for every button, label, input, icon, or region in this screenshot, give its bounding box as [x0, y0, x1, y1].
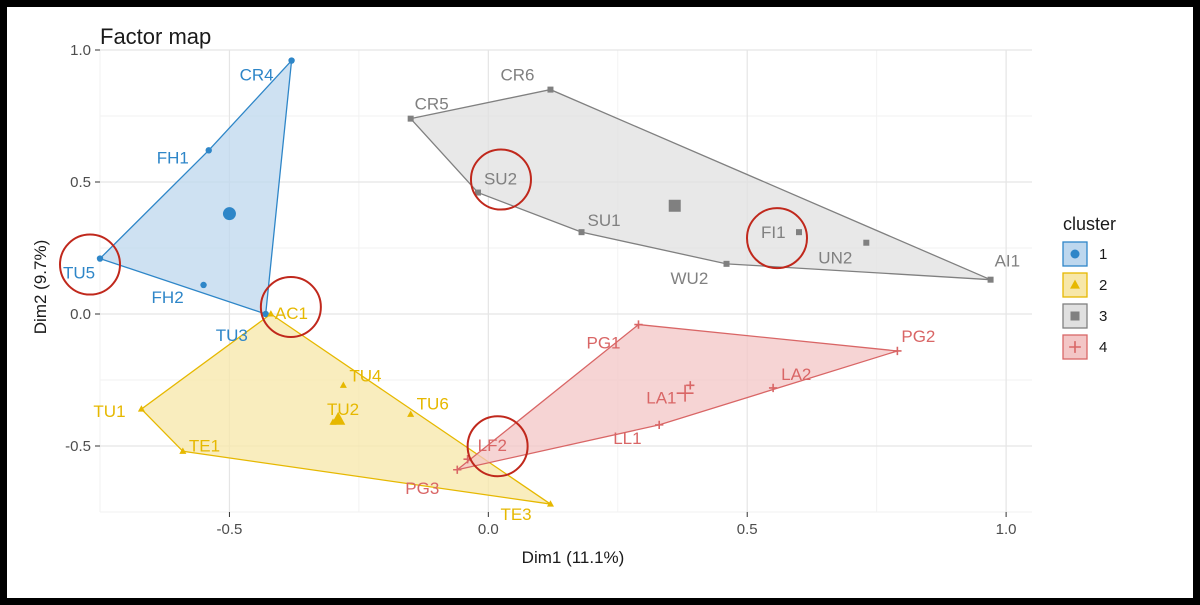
point-tu6 — [407, 410, 415, 417]
point-label-cr4: CR4 — [240, 66, 274, 85]
cluster-4-hull — [456, 323, 898, 471]
legend-title: cluster — [1063, 214, 1116, 234]
legend-marker-3 — [1070, 311, 1080, 321]
point-pg3 — [453, 465, 462, 474]
legend-label-2: 2 — [1099, 277, 1107, 294]
point-label-lf2: LF2 — [478, 436, 507, 455]
point-tu4 — [339, 381, 347, 388]
point-label-fh1: FH1 — [157, 148, 189, 167]
cluster-1-centroid — [222, 207, 236, 221]
point-label-pg3: PG3 — [405, 479, 439, 498]
point-label-wu2: WU2 — [671, 269, 709, 288]
cluster-hulls — [98, 58, 991, 505]
point-label-su1: SU1 — [588, 211, 621, 230]
y-axis-title: Dim2 (9.7%) — [31, 240, 50, 334]
point-pg1 — [634, 320, 643, 329]
point-label-cr6: CR6 — [500, 66, 534, 85]
point-label-tu4: TU4 — [349, 366, 381, 385]
point-fh1 — [205, 147, 212, 154]
highlight-circle-lf2 — [466, 415, 529, 478]
point-cr6 — [547, 86, 554, 93]
legend-marker-4 — [1069, 341, 1081, 353]
point-label-pg2: PG2 — [901, 327, 935, 346]
point-labels: CR4 FH1 TU5 FH2 TU3 AC1 TU4 TU6 TU2 TU1 TE1 TE3 CR5 C… — [63, 66, 1020, 525]
legend-label-1: 1 — [1099, 246, 1107, 263]
point-fh2 — [200, 281, 207, 289]
y-tick-label: -0.5 — [65, 438, 91, 455]
point-label-tu2: TU2 — [327, 400, 359, 419]
point-label-ac1: AC1 — [275, 304, 308, 323]
legend-label-3: 3 — [1099, 308, 1107, 325]
highlight-circle-su2 — [469, 148, 532, 211]
y-tick-label: 0.0 — [70, 306, 91, 323]
point-su1 — [578, 229, 585, 236]
x-tick-label: 1.0 — [996, 521, 1017, 538]
point-label-tu1: TU1 — [93, 402, 125, 421]
point-cr5 — [407, 115, 414, 122]
highlight-circle-ac1 — [259, 276, 322, 338]
point-cr4 — [288, 57, 295, 64]
axes: -0.5 0.0 0.5 1.0 -0.5 0.0 0.5 1.0 — [65, 42, 1016, 538]
point-la1 — [686, 381, 695, 390]
point-fi1 — [796, 229, 802, 236]
cluster-1-hull — [98, 58, 293, 315]
point-un2 — [863, 239, 870, 246]
data-points — [96, 57, 994, 507]
point-tu3 — [262, 310, 269, 318]
point-pg2 — [893, 346, 902, 356]
point-su2 — [474, 189, 481, 196]
point-label-fi1: FI1 — [761, 223, 786, 242]
point-ai1 — [987, 276, 994, 283]
x-axis-title: Dim1 (11.1%) — [522, 548, 625, 567]
highlight-circle-tu5 — [59, 233, 121, 296]
annotation-circles — [59, 148, 808, 478]
legend-marker-1 — [1070, 249, 1080, 259]
highlight-circle-fi1 — [746, 207, 808, 270]
legend-label-4: 4 — [1099, 339, 1107, 356]
point-label-te1: TE1 — [189, 436, 220, 455]
point-ac1 — [267, 310, 275, 317]
point-label-fh2: FH2 — [152, 288, 184, 307]
point-la2 — [768, 383, 778, 393]
point-label-ai1: AI1 — [995, 252, 1021, 271]
point-tu1 — [137, 405, 145, 412]
x-tick-label: 0.0 — [478, 521, 499, 538]
y-tick-label: 1.0 — [70, 42, 91, 59]
point-label-tu3: TU3 — [216, 326, 248, 345]
point-te1 — [179, 447, 187, 454]
point-label-tu5: TU5 — [63, 264, 95, 283]
point-label-la2: LA2 — [781, 365, 811, 384]
point-tu5 — [96, 255, 104, 262]
point-te3 — [546, 500, 554, 507]
legend-marker-2 — [1070, 279, 1080, 289]
chart-title: Factor map — [100, 24, 211, 49]
point-label-su2: SU2 — [484, 170, 517, 189]
point-label-la1: LA1 — [646, 388, 676, 407]
x-tick-label: 0.5 — [737, 521, 758, 538]
point-label-cr5: CR5 — [415, 95, 449, 114]
cluster-3-centroid — [668, 199, 681, 212]
point-ll1 — [655, 420, 664, 430]
point-label-un2: UN2 — [818, 249, 852, 268]
point-label-te3: TE3 — [500, 505, 531, 524]
point-label-ll1: LL1 — [613, 429, 641, 448]
point-label-pg1: PG1 — [586, 334, 620, 353]
y-tick-label: 0.5 — [70, 174, 91, 191]
x-tick-label: -0.5 — [217, 521, 243, 538]
cluster-2-centroid — [331, 411, 346, 425]
legend: cluster 1 2 3 4 — [1062, 214, 1116, 360]
point-label-tu6: TU6 — [417, 394, 449, 413]
cluster-4-centroid — [676, 384, 694, 402]
point-wu2 — [723, 260, 730, 267]
